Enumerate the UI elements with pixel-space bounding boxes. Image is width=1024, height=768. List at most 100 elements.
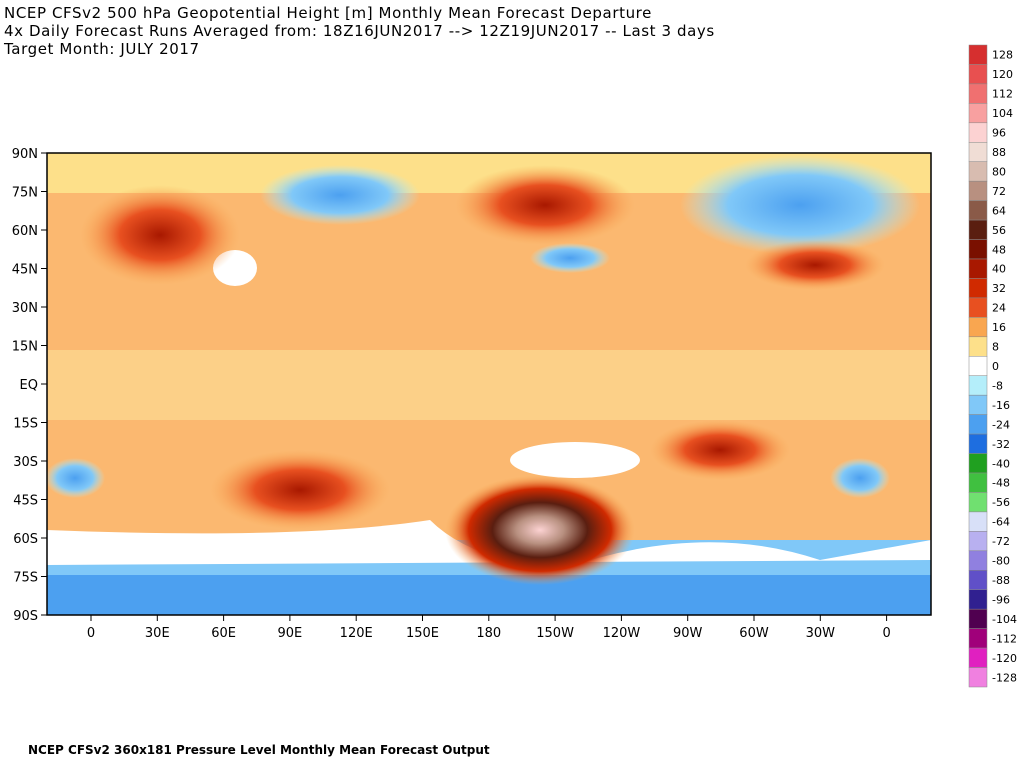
anomaly <box>455 165 635 245</box>
lat-label: 75N <box>12 186 38 201</box>
colorbar-label: -80 <box>992 555 1010 568</box>
colorbar-label: -40 <box>992 457 1010 470</box>
colorbar-label: -48 <box>992 477 1010 490</box>
colorbar-box <box>968 239 988 260</box>
colorbar-label: 48 <box>992 243 1006 256</box>
colorbar-box <box>968 608 988 629</box>
lon-label: 150W <box>536 626 574 641</box>
lon-label: 90E <box>278 626 303 641</box>
colorbar-label: -8 <box>992 379 1003 392</box>
colorbar-box <box>968 375 988 396</box>
colorbar-label: -16 <box>992 399 1010 412</box>
colorbar-label: -104 <box>992 613 1017 626</box>
colorbar-box <box>968 83 988 104</box>
lat-label: 45N <box>12 263 38 278</box>
colorbar-label: 96 <box>992 127 1006 140</box>
colorbar-box <box>968 414 988 435</box>
colorbar-box <box>968 667 988 688</box>
colorbar-box <box>968 219 988 240</box>
colorbar-label: -96 <box>992 593 1010 606</box>
field-zero <box>47 520 931 570</box>
colorbar-label: 80 <box>992 165 1006 178</box>
colorbar-label: 40 <box>992 263 1006 276</box>
colorbar-box <box>968 472 988 493</box>
colorbar-label: 112 <box>992 88 1013 101</box>
lon-label: 0 <box>882 626 890 641</box>
lat-label: 60S <box>13 532 38 547</box>
colorbar: 128120112104968880726456484032241680-8-1… <box>968 44 1017 688</box>
anomaly <box>680 155 920 255</box>
colorbar-label: 0 <box>992 360 999 373</box>
colorbar-box <box>968 550 988 571</box>
colorbar-label: 8 <box>992 341 999 354</box>
colorbar-box <box>968 64 988 85</box>
colorbar-label: 128 <box>992 49 1013 62</box>
colorbar-label: 104 <box>992 107 1013 120</box>
colorbar-label: 32 <box>992 282 1006 295</box>
colorbar-box <box>968 394 988 415</box>
colorbar-label: 88 <box>992 146 1006 159</box>
colorbar-box <box>968 453 988 474</box>
colorbar-label: -24 <box>992 418 1010 431</box>
lat-label: 30S <box>13 455 38 470</box>
lon-label: 30W <box>806 626 836 641</box>
anomaly <box>80 185 240 285</box>
lat-label: 45S <box>13 494 38 509</box>
anomaly <box>210 450 390 530</box>
colorbar-box <box>968 180 988 201</box>
lat-label: 75S <box>13 571 38 586</box>
lat-label: 30N <box>12 301 38 316</box>
anomaly <box>47 458 105 498</box>
colorbar-box <box>968 142 988 162</box>
colorbar-box <box>968 647 988 668</box>
colorbar-label: -120 <box>992 652 1017 665</box>
lon-label: 90W <box>673 626 703 641</box>
map-field <box>47 153 931 615</box>
colorbar-box <box>968 317 988 338</box>
colorbar-box <box>968 200 988 221</box>
colorbar-label: -56 <box>992 496 1010 509</box>
colorbar-box <box>968 103 988 124</box>
lat-label: 15N <box>12 340 38 355</box>
anomaly <box>510 442 640 478</box>
lat-label: 90S <box>13 609 38 624</box>
lon-label: 150E <box>406 626 439 641</box>
lon-label: 120W <box>603 626 641 641</box>
colorbar-label: 24 <box>992 302 1006 315</box>
lon-label: 120E <box>340 626 373 641</box>
colorbar-label: -72 <box>992 535 1010 548</box>
colorbar-box <box>968 589 988 610</box>
lat-label: 60N <box>12 224 38 239</box>
colorbar-box <box>968 628 988 649</box>
colorbar-box <box>968 531 988 552</box>
anomaly <box>830 458 890 498</box>
colorbar-label: -88 <box>992 574 1010 587</box>
colorbar-box <box>968 161 988 182</box>
colorbar-box <box>968 570 988 590</box>
colorbar-label: 72 <box>992 185 1006 198</box>
lon-label: 60W <box>739 626 769 641</box>
colorbar-box <box>968 258 988 279</box>
lat-label: 15S <box>13 417 38 432</box>
colorbar-label: 56 <box>992 224 1006 237</box>
title-line: NCEP CFSv2 500 hPa Geopotential Height [… <box>4 4 652 22</box>
field-band <box>47 350 931 420</box>
lon-label: 30E <box>145 626 170 641</box>
anomaly <box>530 243 610 273</box>
colorbar-box <box>968 44 988 65</box>
lon-label: 0 <box>87 626 95 641</box>
colorbar-label: -64 <box>992 516 1010 529</box>
colorbar-box <box>968 511 988 532</box>
field-band <box>47 575 931 615</box>
lon-label: 60E <box>211 626 236 641</box>
colorbar-box <box>968 433 988 454</box>
colorbar-label: 64 <box>992 204 1006 217</box>
axes: 90N 75N 60N 45N 30N 15N EQ 15S 30S 45S 60S 75S 90S 0 3… <box>12 147 891 641</box>
colorbar-box <box>968 297 988 318</box>
colorbar-box <box>968 278 988 299</box>
colorbar-label: 16 <box>992 321 1006 334</box>
anomaly <box>745 240 885 290</box>
title-line: 4x Daily Forecast Runs Averaged from: 18… <box>4 22 715 40</box>
colorbar-box <box>968 356 988 376</box>
anomaly <box>650 420 790 480</box>
